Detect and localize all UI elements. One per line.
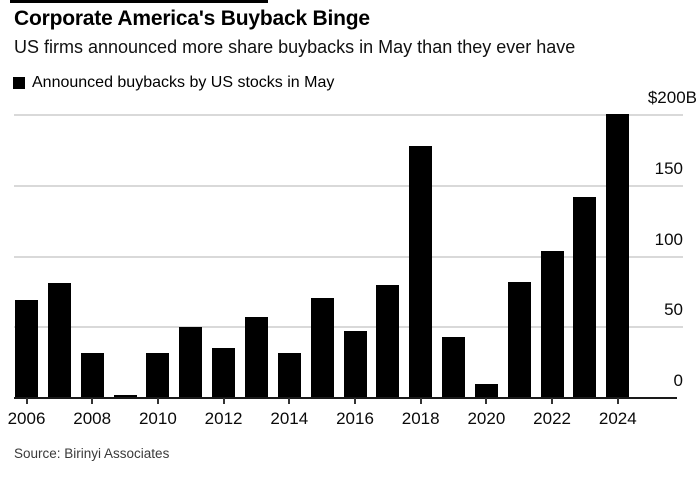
bar-2020 — [474, 383, 498, 398]
y-axis-label-100: 100 — [654, 229, 683, 249]
gridline-150 — [14, 184, 683, 187]
bar-2009 — [113, 395, 137, 398]
chart-title: Corporate America's Buyback Binge — [14, 7, 370, 30]
legend-label: Announced buybacks by US stocks in May — [32, 74, 335, 91]
bar-2022 — [540, 250, 564, 398]
x-axis-label-2008: 2008 — [73, 409, 112, 428]
bar-2008 — [80, 352, 104, 398]
x-tick-2016 — [354, 398, 356, 404]
x-axis-label-2020: 2020 — [467, 409, 506, 428]
y-axis-label-200: $200B — [647, 88, 697, 107]
gridline-200 — [14, 114, 683, 116]
bar-2019 — [442, 337, 466, 398]
bar-2011 — [179, 327, 203, 398]
y-axis-label-150: 150 — [654, 158, 683, 178]
cropped-header-bar — [10, 0, 268, 3]
x-tick-2022 — [551, 398, 554, 404]
bar-2007 — [47, 283, 71, 398]
x-tick-2024 — [616, 398, 619, 404]
bar-2018 — [409, 146, 433, 398]
y-axis-label-0: 0 — [673, 371, 683, 390]
x-axis-label-2022: 2022 — [533, 409, 571, 428]
bar-2012 — [212, 348, 236, 398]
source-label: Source: Birinyi Associates — [14, 446, 170, 461]
y-axis-label-50: 50 — [664, 300, 683, 320]
x-tick-2006 — [25, 398, 28, 404]
bar-2010 — [146, 352, 170, 398]
bar-2021 — [507, 281, 531, 398]
bar-2013 — [244, 317, 268, 398]
bar-2016 — [343, 331, 367, 398]
x-axis-label-2012: 2012 — [204, 409, 243, 428]
x-axis-label-2018: 2018 — [401, 409, 440, 428]
legend-swatch-icon — [13, 77, 25, 89]
chart-subtitle: US firms announced more share buybacks i… — [14, 37, 576, 57]
x-axis-label-2024: 2024 — [598, 409, 637, 428]
gridline-50 — [14, 326, 683, 329]
bar-2015 — [310, 297, 334, 398]
x-axis-line — [14, 397, 677, 399]
legend: Announced buybacks by US stocks in May — [13, 74, 334, 92]
bar-2017 — [376, 284, 400, 398]
bar-2024 — [606, 113, 630, 398]
x-axis-label-2006: 2006 — [7, 409, 46, 428]
x-tick-2008 — [91, 398, 94, 404]
bar-2014 — [277, 352, 301, 398]
x-tick-2010 — [156, 398, 159, 404]
x-tick-2020 — [485, 398, 488, 404]
x-tick-2018 — [419, 398, 422, 404]
x-axis-label-2010: 2010 — [138, 409, 177, 428]
x-tick-2014 — [288, 398, 291, 404]
gridline-100 — [14, 255, 683, 258]
x-axis-label-2014: 2014 — [270, 409, 309, 428]
x-tick-2012 — [222, 398, 225, 404]
bar-2023 — [573, 197, 597, 398]
bar-2006 — [15, 300, 38, 398]
x-axis-label-2016: 2016 — [336, 409, 374, 428]
